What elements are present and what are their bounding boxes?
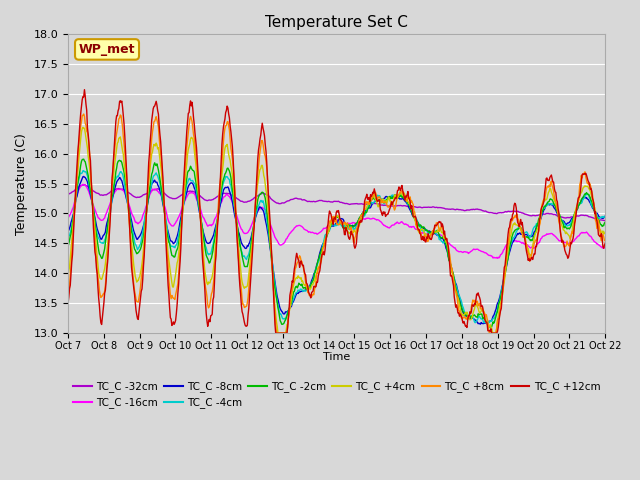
TC_C -16cm bbox=[74, 190, 81, 196]
TC_C +8cm bbox=[184, 130, 192, 135]
Line: TC_C +12cm: TC_C +12cm bbox=[68, 90, 605, 333]
TC_C -16cm bbox=[213, 213, 221, 218]
TC_C -16cm bbox=[602, 245, 609, 251]
TC_C -8cm bbox=[74, 190, 81, 195]
TC_C -8cm bbox=[419, 225, 426, 230]
TC_C -32cm bbox=[184, 189, 192, 194]
TC_C +4cm bbox=[184, 146, 192, 152]
TC_C -4cm bbox=[79, 168, 87, 174]
TC_C -4cm bbox=[403, 197, 410, 203]
TC_C -2cm bbox=[184, 168, 192, 174]
TC_C -32cm bbox=[602, 218, 609, 224]
TC_C +12cm bbox=[130, 285, 138, 291]
TC_C -8cm bbox=[213, 220, 221, 226]
TC_C -32cm bbox=[81, 182, 88, 188]
TC_C +4cm bbox=[213, 228, 221, 234]
TC_C +12cm bbox=[602, 240, 609, 246]
TC_C +4cm bbox=[403, 198, 411, 204]
TC_C +8cm bbox=[130, 281, 138, 287]
TC_C +12cm bbox=[419, 234, 427, 240]
Line: TC_C +4cm: TC_C +4cm bbox=[68, 127, 605, 333]
Line: TC_C -2cm: TC_C -2cm bbox=[68, 159, 605, 327]
TC_C -4cm bbox=[130, 234, 138, 240]
TC_C +8cm bbox=[64, 292, 72, 298]
TC_C -8cm bbox=[130, 228, 138, 234]
TC_C -16cm bbox=[79, 181, 87, 187]
TC_C -32cm bbox=[74, 185, 81, 191]
TC_C +8cm bbox=[74, 159, 81, 165]
TC_C -4cm bbox=[184, 178, 192, 183]
TC_C -8cm bbox=[403, 200, 410, 206]
TC_C -32cm bbox=[213, 194, 221, 200]
TC_C -16cm bbox=[184, 191, 192, 197]
TC_C +8cm bbox=[403, 197, 411, 203]
TC_C +12cm bbox=[74, 150, 81, 156]
Line: TC_C -4cm: TC_C -4cm bbox=[68, 171, 605, 324]
TC_C -2cm bbox=[602, 219, 609, 225]
TC_C -2cm bbox=[64, 244, 72, 250]
TC_C -2cm bbox=[419, 225, 426, 231]
TC_C -4cm bbox=[64, 235, 72, 241]
TC_C +8cm bbox=[80, 111, 88, 117]
Title: Temperature Set C: Temperature Set C bbox=[265, 15, 408, 30]
TC_C -2cm bbox=[130, 242, 138, 248]
Line: TC_C -32cm: TC_C -32cm bbox=[68, 185, 605, 221]
Text: WP_met: WP_met bbox=[79, 43, 135, 56]
TC_C -32cm bbox=[403, 203, 410, 209]
TC_C +8cm bbox=[419, 235, 427, 240]
TC_C +8cm bbox=[273, 330, 281, 336]
TC_C -16cm bbox=[403, 221, 410, 227]
TC_C -8cm bbox=[184, 184, 192, 190]
Legend: TC_C -32cm, TC_C -16cm, TC_C -8cm, TC_C -4cm, TC_C -2cm, TC_C +4cm, TC_C +8cm, T: TC_C -32cm, TC_C -16cm, TC_C -8cm, TC_C … bbox=[68, 377, 604, 413]
TC_C +12cm bbox=[184, 110, 192, 116]
Line: TC_C -16cm: TC_C -16cm bbox=[68, 184, 605, 258]
TC_C -2cm bbox=[74, 180, 81, 186]
TC_C -16cm bbox=[64, 216, 72, 221]
TC_C -32cm bbox=[130, 193, 138, 199]
TC_C -32cm bbox=[419, 205, 426, 211]
TC_C +4cm bbox=[64, 273, 72, 278]
TC_C -2cm bbox=[403, 197, 410, 203]
TC_C -4cm bbox=[419, 228, 426, 234]
TC_C +12cm bbox=[64, 300, 72, 306]
Line: TC_C +8cm: TC_C +8cm bbox=[68, 114, 605, 333]
TC_C +4cm bbox=[79, 124, 87, 130]
TC_C -16cm bbox=[419, 230, 426, 236]
TC_C +4cm bbox=[274, 330, 282, 336]
TC_C -4cm bbox=[213, 221, 221, 227]
TC_C +8cm bbox=[602, 238, 609, 244]
TC_C +4cm bbox=[130, 263, 138, 268]
TC_C +12cm bbox=[81, 87, 88, 93]
TC_C +12cm bbox=[213, 239, 221, 245]
X-axis label: Time: Time bbox=[323, 352, 350, 362]
TC_C -2cm bbox=[213, 224, 221, 229]
TC_C -4cm bbox=[74, 181, 81, 187]
TC_C -32cm bbox=[64, 191, 72, 197]
TC_C +4cm bbox=[419, 227, 427, 232]
TC_C -4cm bbox=[602, 215, 609, 220]
TC_C -4cm bbox=[484, 321, 492, 327]
TC_C -8cm bbox=[477, 321, 484, 327]
Y-axis label: Temperature (C): Temperature (C) bbox=[15, 132, 28, 235]
TC_C -16cm bbox=[493, 255, 501, 261]
TC_C +12cm bbox=[272, 330, 280, 336]
TC_C -2cm bbox=[80, 156, 88, 162]
Line: TC_C -8cm: TC_C -8cm bbox=[68, 177, 605, 324]
TC_C -8cm bbox=[602, 213, 609, 219]
TC_C -8cm bbox=[64, 228, 72, 234]
TC_C -2cm bbox=[486, 324, 494, 330]
TC_C +12cm bbox=[403, 192, 411, 197]
TC_C -8cm bbox=[80, 174, 88, 180]
TC_C -16cm bbox=[130, 215, 138, 220]
TC_C +4cm bbox=[602, 229, 609, 235]
TC_C +4cm bbox=[74, 169, 81, 175]
TC_C +8cm bbox=[213, 234, 221, 240]
